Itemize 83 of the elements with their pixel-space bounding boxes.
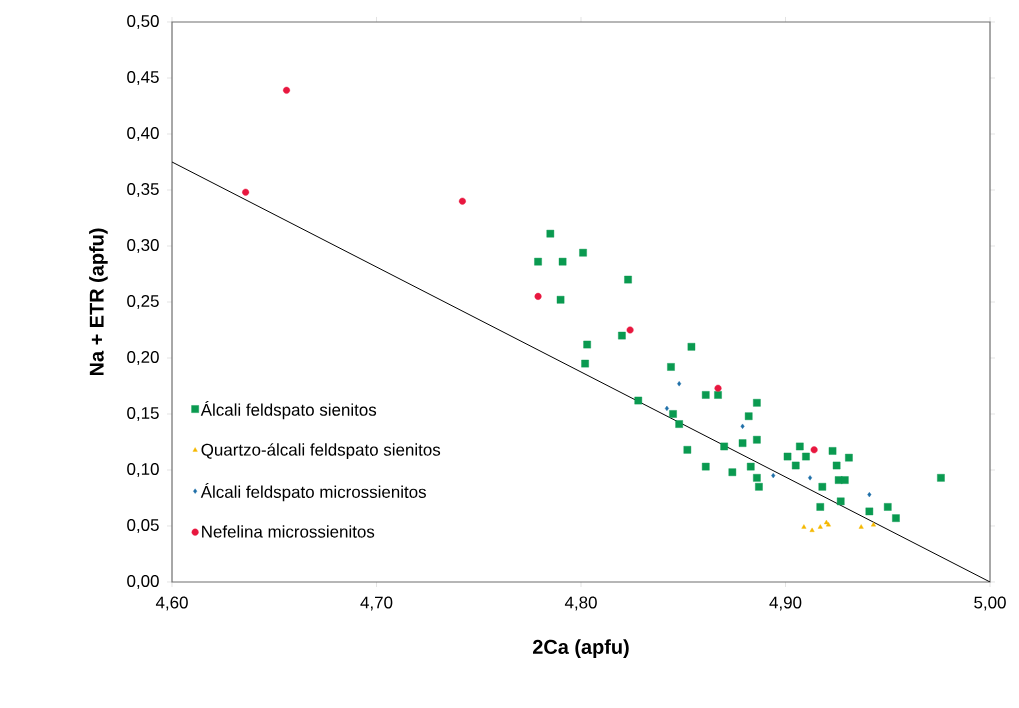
y-tick-label: 0,00 bbox=[127, 574, 159, 589]
y-tick-label: 0,40 bbox=[127, 126, 159, 141]
legend-label: Álcali feldspato sienitos bbox=[200, 400, 377, 420]
point bbox=[816, 503, 825, 511]
point bbox=[687, 343, 696, 351]
point bbox=[865, 507, 874, 516]
y-tick-label: 0,10 bbox=[127, 462, 159, 477]
point bbox=[892, 514, 900, 522]
point bbox=[534, 292, 542, 300]
point bbox=[618, 331, 626, 340]
point bbox=[634, 396, 643, 405]
point bbox=[883, 503, 892, 511]
point bbox=[867, 492, 872, 498]
point bbox=[664, 405, 669, 411]
point bbox=[871, 522, 876, 527]
y-tick-label: 0,20 bbox=[127, 350, 159, 365]
legend-label: Álcali feldspato microssienitos bbox=[200, 483, 426, 502]
point bbox=[701, 391, 710, 399]
point bbox=[802, 452, 810, 461]
point bbox=[858, 524, 864, 529]
x-tick-label: 4,60 bbox=[155, 596, 188, 611]
point bbox=[579, 248, 587, 257]
point bbox=[828, 447, 837, 455]
point bbox=[937, 474, 945, 482]
point bbox=[581, 359, 589, 368]
y-tick-label: 0,25 bbox=[127, 294, 159, 309]
point bbox=[675, 420, 683, 428]
point bbox=[826, 522, 831, 527]
point bbox=[714, 391, 722, 399]
point bbox=[556, 295, 565, 304]
point bbox=[534, 257, 542, 266]
y-axis-title: Na + ETR (apfu) bbox=[89, 228, 108, 376]
x-tick-label: 4,70 bbox=[360, 596, 393, 611]
point bbox=[817, 524, 823, 529]
point bbox=[558, 257, 567, 266]
point bbox=[677, 381, 682, 387]
point bbox=[783, 452, 792, 461]
point bbox=[753, 399, 761, 407]
legend-label: Nefelina microssienitos bbox=[202, 525, 375, 538]
point bbox=[740, 423, 745, 429]
x-tick-label: 4,80 bbox=[564, 596, 597, 611]
point bbox=[242, 188, 250, 196]
point bbox=[583, 340, 591, 349]
point bbox=[546, 229, 555, 238]
y-tick-label: 0,30 bbox=[127, 238, 159, 253]
point bbox=[753, 435, 761, 444]
point bbox=[626, 326, 634, 334]
x-tick-label: 5,00 bbox=[974, 596, 1006, 611]
point bbox=[755, 483, 763, 491]
point bbox=[841, 476, 849, 484]
y-tick-label: 0,45 bbox=[127, 70, 159, 85]
point bbox=[753, 474, 761, 482]
point bbox=[738, 439, 747, 447]
y-tick-label: 0,35 bbox=[127, 182, 159, 197]
y-tick-label: 0,05 bbox=[127, 518, 159, 533]
point bbox=[810, 446, 818, 454]
point bbox=[832, 461, 841, 470]
point bbox=[801, 524, 807, 529]
point bbox=[720, 442, 728, 451]
point bbox=[791, 461, 800, 470]
point bbox=[809, 527, 815, 532]
legend-label: Quartzo-álcali feldspato sienitos bbox=[201, 443, 441, 460]
point bbox=[796, 442, 804, 451]
point bbox=[845, 453, 853, 462]
x-axis-title: 2Ca (apfu) bbox=[532, 639, 629, 658]
point bbox=[669, 410, 677, 418]
point bbox=[624, 275, 632, 284]
point bbox=[818, 483, 827, 491]
point bbox=[283, 86, 291, 94]
point bbox=[701, 462, 710, 471]
point bbox=[771, 473, 776, 479]
point bbox=[714, 384, 722, 392]
point bbox=[667, 363, 675, 371]
point bbox=[836, 497, 845, 506]
y-tick-label: 0,15 bbox=[127, 406, 159, 421]
point bbox=[746, 462, 755, 471]
x-tick-label: 4,90 bbox=[769, 596, 802, 611]
point bbox=[808, 475, 813, 481]
y-tick-label: 0,50 bbox=[127, 14, 159, 29]
point bbox=[458, 197, 466, 205]
point bbox=[728, 468, 737, 477]
point bbox=[744, 412, 753, 421]
point bbox=[683, 446, 692, 454]
